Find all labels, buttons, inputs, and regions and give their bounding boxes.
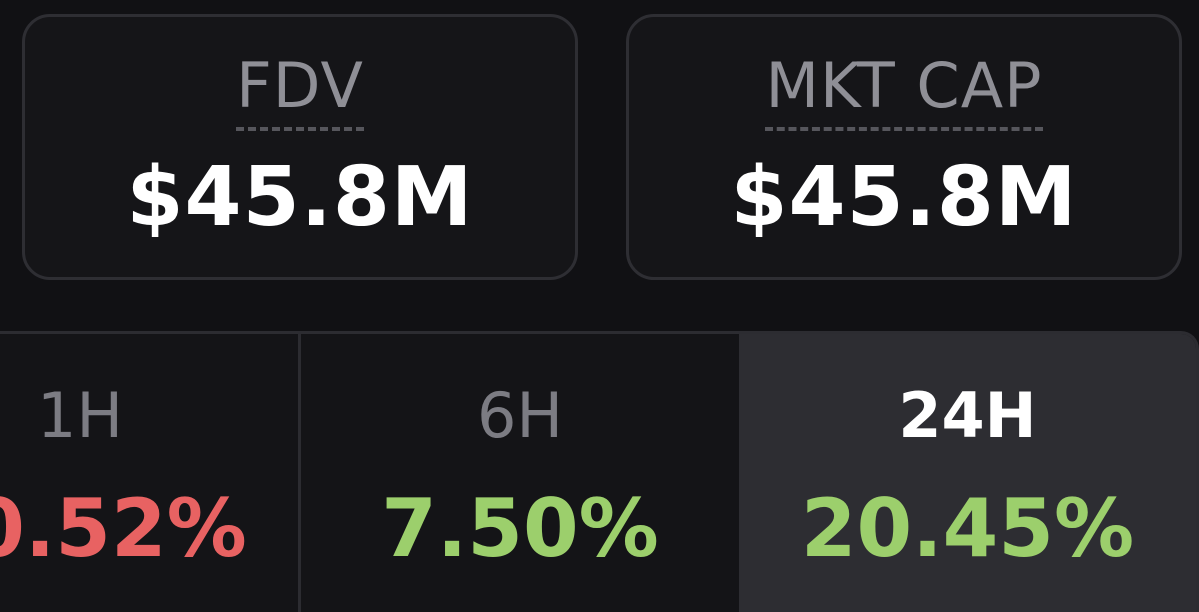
market-cap-card: MKT CAP $45.8M (626, 14, 1182, 280)
market-cap-label[interactable]: MKT CAP (765, 51, 1043, 131)
period-change-24h: 20.45% (800, 482, 1135, 575)
fdv-card: FDV $45.8M (22, 14, 578, 280)
period-label-6h: 6H (476, 379, 564, 452)
tab-6h[interactable]: 6H 7.50% (301, 334, 739, 612)
tab-24h-selected[interactable]: 24H 20.45% (739, 334, 1196, 612)
market-cap-value: $45.8M (730, 150, 1078, 245)
period-change-6h: 7.50% (381, 482, 659, 575)
period-label-24h: 24H (898, 379, 1037, 452)
fdv-label[interactable]: FDV (236, 51, 364, 131)
price-change-tabs: 1H 0.52% 6H 7.50% 24H 20.45% (0, 331, 1199, 612)
tab-1h[interactable]: 1H 0.52% (0, 334, 301, 612)
fdv-value: $45.8M (126, 150, 474, 245)
period-change-1h: 0.52% (0, 482, 247, 575)
period-label-1h: 1H (36, 379, 124, 452)
